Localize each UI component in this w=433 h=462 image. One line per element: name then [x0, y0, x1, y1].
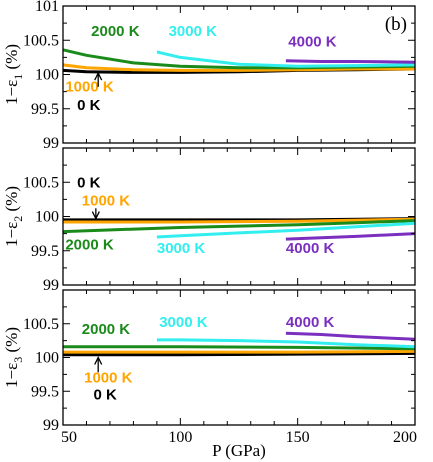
label-4000-k: 4000 K — [286, 240, 335, 257]
label-3000-k: 3000 K — [159, 314, 208, 331]
plot-frame — [62, 147, 416, 286]
x-tick-label: 50 — [61, 429, 77, 446]
x-tick-label: 100 — [168, 429, 192, 446]
label-1000-k: 1000 K — [84, 369, 133, 386]
y-axis-label: 1−ε3 (%) — [2, 327, 25, 388]
x-tick-label: 150 — [286, 429, 310, 446]
y-tick-label: 99.5 — [31, 101, 59, 118]
y-tick-label: 99 — [43, 135, 59, 152]
series-line-4000-k — [285, 331, 416, 341]
x-axis-label: P (GPa) — [212, 441, 266, 460]
label-3000-k: 3000 K — [157, 240, 206, 257]
label-2000-k: 2000 K — [91, 23, 140, 40]
series-line-1000-k — [62, 63, 415, 72]
y-tick-label: 99 — [43, 417, 59, 434]
y-tick-label: 101 — [35, 0, 59, 15]
series-line-2000-k — [62, 219, 416, 234]
y-tick-label: 100.5 — [23, 174, 59, 191]
arrow — [91, 208, 100, 221]
series-line-3000-k — [156, 338, 416, 349]
label-1000-k: 1000 K — [82, 193, 131, 210]
label-0-k: 0 K — [94, 386, 118, 403]
y-tick-label: 100.5 — [23, 32, 59, 49]
label-1000-k: 1000 K — [65, 79, 114, 96]
y-axis-label: 1−ε2 (%) — [2, 186, 25, 247]
label-0-k: 0 K — [77, 97, 101, 114]
label-4000-k: 4000 K — [288, 33, 337, 50]
x-axis: 50 100 150 200 P (GPa) — [61, 429, 417, 460]
label-4000-k: 4000 K — [286, 314, 335, 331]
panel-1: 99 99.5 100 100.5 101 1−ε1 (%) 2000 K 3000 K 400… — [2, 0, 416, 152]
y-tick-label: 100 — [35, 209, 59, 226]
arrow — [94, 356, 103, 373]
panel-3: 99 99.5 100 100.51−ε3 (%) 2000 K 3000 K 4000 K… — [2, 289, 416, 434]
series-line-3000-k — [156, 221, 416, 239]
y-tick-label: 100.5 — [23, 316, 59, 333]
y-tick-label: 99.5 — [31, 243, 59, 260]
x-tick-label: 200 — [393, 429, 417, 446]
y-axis-label: 1−ε1 (%) — [2, 44, 25, 105]
series-line-2000-k — [63, 345, 416, 351]
y-tick-label: 100 — [35, 350, 59, 367]
series-line-4000-k — [285, 59, 416, 64]
y-tick-label: 99.5 — [31, 383, 59, 400]
y-tick-label: 99 — [43, 277, 59, 294]
series-line-3000-k — [156, 50, 416, 68]
arrow — [94, 71, 103, 87]
series-line-4000-k — [285, 232, 416, 241]
label-3000-k: 3000 K — [169, 23, 218, 40]
label-2000-k: 2000 K — [65, 236, 114, 253]
plot-frame — [62, 289, 416, 426]
label-2000-k: 2000 K — [82, 321, 131, 338]
label-0-k: 0 K — [77, 175, 101, 192]
series-line-1000-k — [63, 217, 416, 224]
series-line-1000-k — [63, 349, 416, 354]
series-line-0-k — [63, 351, 416, 357]
y-tick-label: 100 — [35, 67, 59, 84]
panel-tag: (b) — [385, 14, 407, 35]
